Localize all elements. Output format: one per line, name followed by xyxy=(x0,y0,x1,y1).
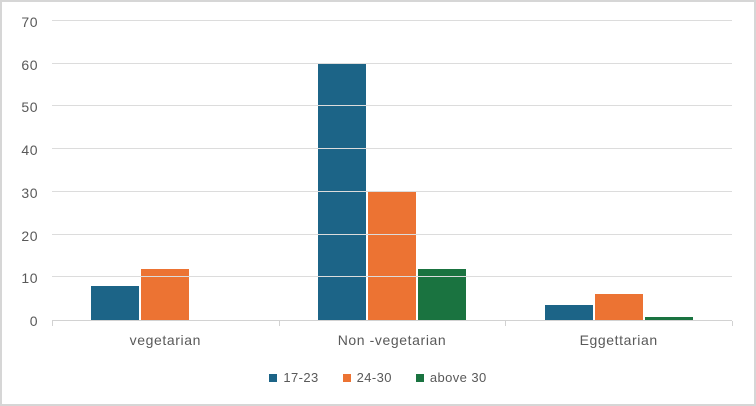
gridline-60 xyxy=(52,62,732,64)
x-axis-tick xyxy=(52,321,53,326)
legend-label: 17-23 xyxy=(283,370,319,385)
bar-24-30-eggettarian xyxy=(594,294,643,320)
bar-17-23-non--vegetarian xyxy=(318,63,366,320)
legend-item-24-30: 24-30 xyxy=(342,370,392,385)
y-axis-tick-label: 70 xyxy=(21,14,38,30)
legend: 17-23 24-30 above 30 xyxy=(2,370,754,385)
x-axis-tick xyxy=(505,321,507,326)
bar-24-30-non--vegetarian xyxy=(368,191,416,320)
gridline-30 xyxy=(52,190,732,192)
bar-above-30-eggettarian xyxy=(644,317,693,320)
bar-17-23-vegetarian xyxy=(91,285,140,320)
bar-clusters xyxy=(52,22,732,320)
y-axis-tick-label: 30 xyxy=(21,184,38,201)
legend-swatch-icon xyxy=(342,373,351,382)
legend-label: 24-30 xyxy=(356,370,392,385)
x-axis-tick xyxy=(278,321,280,326)
legend-swatch-icon xyxy=(415,373,424,382)
plot-area xyxy=(52,20,732,321)
y-axis-tick-label: 10 xyxy=(21,270,38,287)
x-axis-tick xyxy=(732,321,733,326)
y-axis-tick-label: 40 xyxy=(21,142,38,159)
category-cluster-vegetarian xyxy=(52,22,279,320)
y-axis-tick-label: 20 xyxy=(21,227,38,244)
gridline-50 xyxy=(52,105,732,107)
y-axis-tick-label: 60 xyxy=(21,56,38,73)
gridline-70 xyxy=(52,20,732,21)
gridline-20 xyxy=(52,233,732,235)
legend-swatch-icon xyxy=(269,373,278,382)
y-axis-tick-label: 50 xyxy=(21,99,38,116)
gridline-40 xyxy=(52,148,732,150)
legend-label: above 30 xyxy=(429,370,487,385)
gridline-10 xyxy=(52,276,732,278)
legend-item-above-30: above 30 xyxy=(415,370,487,385)
y-axis-tick-label: 0 xyxy=(29,313,38,329)
legend-item-17-23: 17-23 xyxy=(269,370,318,385)
x-axis-category-label: Non -vegetarian xyxy=(337,332,447,348)
bar-17-23-eggettarian xyxy=(544,305,593,320)
x-axis-category-labels: vegetarian Non -vegetarian Eggettarian xyxy=(52,332,732,348)
category-cluster-non--vegetarian xyxy=(279,22,506,320)
category-cluster-eggettarian xyxy=(505,22,732,320)
x-axis-category-label: Eggettarian xyxy=(579,332,658,348)
x-axis-category-label: vegetarian xyxy=(129,332,202,348)
